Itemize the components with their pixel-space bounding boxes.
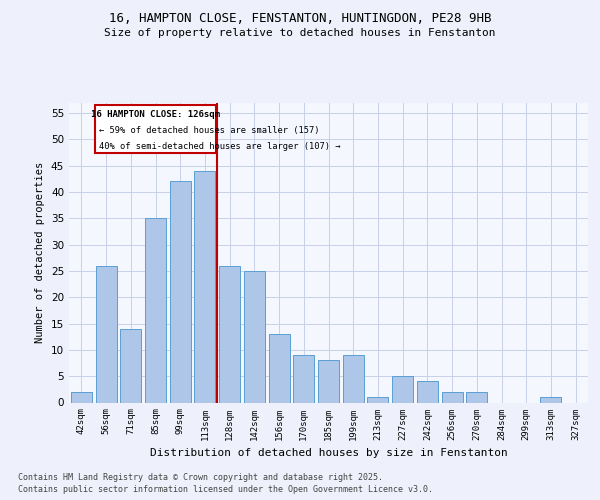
Text: 16, HAMPTON CLOSE, FENSTANTON, HUNTINGDON, PE28 9HB: 16, HAMPTON CLOSE, FENSTANTON, HUNTINGDO… xyxy=(109,12,491,26)
Bar xyxy=(392,376,413,402)
Bar xyxy=(145,218,166,402)
Bar xyxy=(442,392,463,402)
Bar xyxy=(194,171,215,402)
Text: 40% of semi-detached houses are larger (107) →: 40% of semi-detached houses are larger (… xyxy=(98,142,340,151)
Bar xyxy=(293,355,314,403)
Bar xyxy=(466,392,487,402)
Bar xyxy=(269,334,290,402)
Text: 16 HAMPTON CLOSE: 126sqm: 16 HAMPTON CLOSE: 126sqm xyxy=(91,110,220,120)
Bar xyxy=(244,271,265,402)
Bar xyxy=(120,329,141,402)
X-axis label: Distribution of detached houses by size in Fenstanton: Distribution of detached houses by size … xyxy=(149,448,508,458)
Text: Contains HM Land Registry data © Crown copyright and database right 2025.: Contains HM Land Registry data © Crown c… xyxy=(18,472,383,482)
Bar xyxy=(417,382,438,402)
Bar xyxy=(170,182,191,402)
Bar xyxy=(95,266,116,402)
Text: Size of property relative to detached houses in Fenstanton: Size of property relative to detached ho… xyxy=(104,28,496,38)
Bar xyxy=(71,392,92,402)
Bar xyxy=(541,397,562,402)
Text: Contains public sector information licensed under the Open Government Licence v3: Contains public sector information licen… xyxy=(18,485,433,494)
Bar xyxy=(343,355,364,403)
Y-axis label: Number of detached properties: Number of detached properties xyxy=(35,162,46,343)
FancyBboxPatch shape xyxy=(95,105,216,152)
Text: ← 59% of detached houses are smaller (157): ← 59% of detached houses are smaller (15… xyxy=(98,126,319,135)
Bar xyxy=(367,397,388,402)
Bar xyxy=(219,266,240,402)
Bar xyxy=(318,360,339,403)
